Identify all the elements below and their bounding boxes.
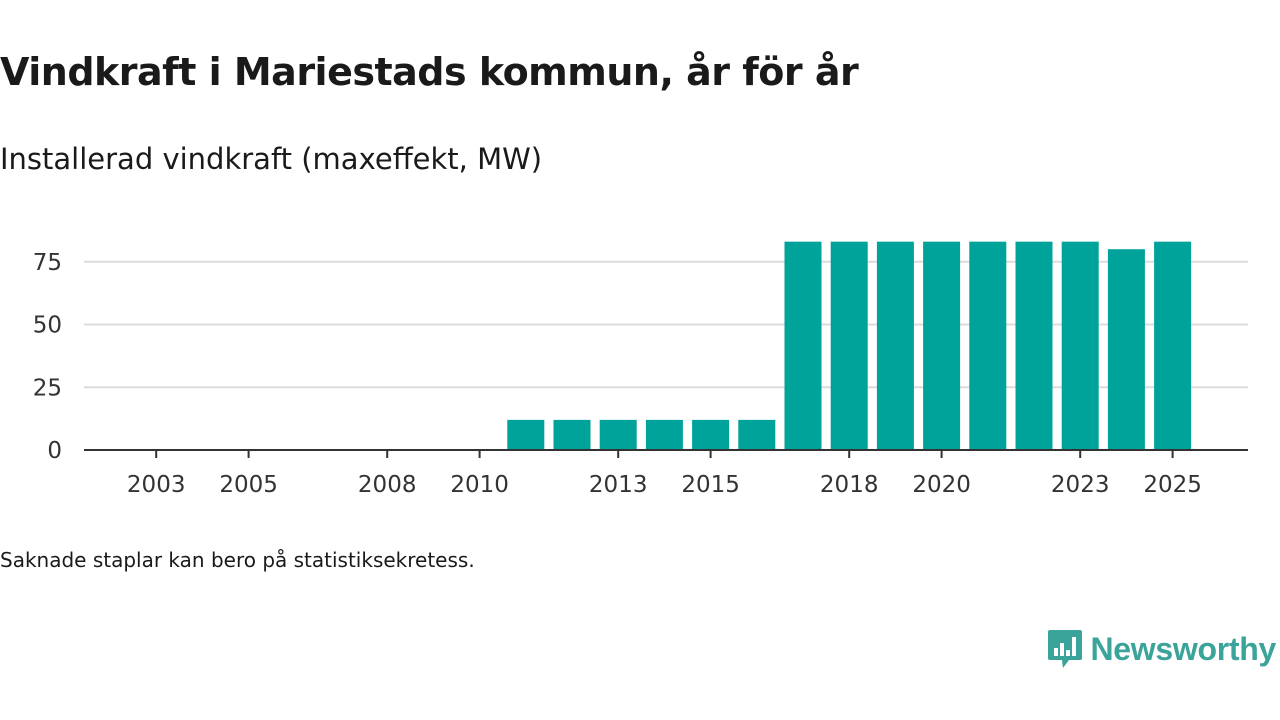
- y-tick-label: 25: [33, 375, 62, 401]
- y-tick-label: 0: [47, 438, 62, 464]
- x-tick-label: 2003: [127, 472, 186, 498]
- x-tick-label: 2023: [1051, 472, 1110, 498]
- bar-2021: [969, 241, 1007, 450]
- bars: [507, 241, 1192, 450]
- x-tick-label: 2018: [820, 472, 879, 498]
- bar-2019: [876, 241, 914, 450]
- bar-2018: [830, 241, 868, 450]
- x-tick-label: 2008: [358, 472, 417, 498]
- axes: [84, 449, 1248, 458]
- bar-2020: [923, 241, 961, 450]
- bar-2022: [1015, 241, 1053, 450]
- x-tick-label: 2010: [450, 472, 509, 498]
- chart-title: Vindkraft i Mariestads kommun, år för år: [0, 50, 859, 94]
- brand-logo[interactable]: Newsworthy: [1047, 628, 1277, 670]
- bar-2016: [738, 419, 776, 450]
- x-tick-label: 2020: [912, 472, 971, 498]
- bar-chart-svg: 0 25 50 75 2003 2005 2008 2010 2013 2015 2018 2020…: [33, 241, 1248, 498]
- newsworthy-logo-icon: [1047, 630, 1082, 668]
- bar-2013: [599, 419, 637, 450]
- bar-2015: [692, 419, 730, 450]
- y-tick-label: 50: [33, 313, 62, 339]
- footnote: Saknade staplar kan bero på statistiksek…: [0, 548, 475, 572]
- bar-2024: [1107, 249, 1145, 450]
- bar-2017: [784, 241, 822, 450]
- y-tick-labels: 0 25 50 75: [33, 250, 62, 464]
- chart-subtitle: Installerad vindkraft (maxeffekt, MW): [0, 142, 543, 176]
- x-tick-label: 2025: [1143, 472, 1202, 498]
- bar-2014: [645, 419, 683, 450]
- bar-2025: [1154, 241, 1192, 450]
- bar-2023: [1061, 241, 1099, 450]
- x-tick-labels: 2003 2005 2008 2010 2013 2015 2018 2020 2023 2025: [127, 472, 1202, 498]
- x-tick-label: 2013: [589, 472, 648, 498]
- brand-name: Newsworthy: [1090, 630, 1277, 667]
- x-tick-label: 2015: [681, 472, 740, 498]
- bar-chart: 0 25 50 75 2003 2005 2008 2010 2013 2015 2018 2020…: [0, 210, 1280, 514]
- bar-2012: [553, 419, 591, 450]
- y-tick-label: 75: [33, 250, 62, 276]
- grid-lines: [84, 260, 1248, 389]
- bar-2011: [507, 419, 545, 450]
- x-tick-label: 2005: [219, 472, 278, 498]
